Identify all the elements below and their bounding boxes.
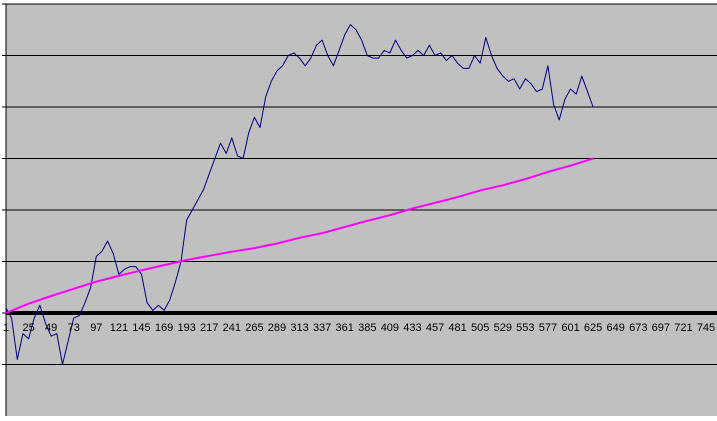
x-tick-label: 73 [68,322,80,334]
x-tick-label: 529 [494,322,512,334]
x-tick-label: 97 [90,322,102,334]
x-tick-label: 361 [336,322,354,334]
x-tick-label: 289 [268,322,286,334]
x-tick-label: 481 [448,322,466,334]
x-tick-label: 649 [606,322,624,334]
x-tick-label: 553 [516,322,534,334]
x-tick-label: 241 [223,322,241,334]
x-tick-label: 457 [426,322,444,334]
x-tick-label: 673 [629,322,647,334]
x-tick-label: 193 [177,322,195,334]
axes [2,3,717,416]
x-tick-label: 337 [313,322,331,334]
series-line-trend [5,157,594,314]
x-tick-label: 433 [403,322,421,334]
x-tick-label: 121 [110,322,128,334]
x-tick-label: 721 [674,322,692,334]
x-tick-label: 505 [471,322,489,334]
x-tick-label: 745 [697,322,715,334]
series-lines [5,24,594,365]
x-tick-label: 601 [561,322,579,334]
x-tick-label: 313 [290,322,308,334]
gridlines [6,3,717,365]
x-tick-label: 697 [652,322,670,334]
x-tick-label: 385 [358,322,376,334]
x-tick-label: 409 [381,322,399,334]
x-tick-label: 265 [245,322,263,334]
x-tick-label: 1 [3,322,9,334]
x-tick-label: 49 [45,322,57,334]
x-tick-label: 577 [539,322,557,334]
x-tick-label: 145 [132,322,150,334]
series-line-price [5,24,594,365]
x-tick-label: 217 [200,322,218,334]
x-tick-label: 25 [22,322,34,334]
x-tick-label: 625 [584,322,602,334]
x-tick-label: 169 [155,322,173,334]
x-tick-labels: 1 25 49 73 97 121 145 169 193 217 241 265 289 313 337 3… [3,322,715,334]
